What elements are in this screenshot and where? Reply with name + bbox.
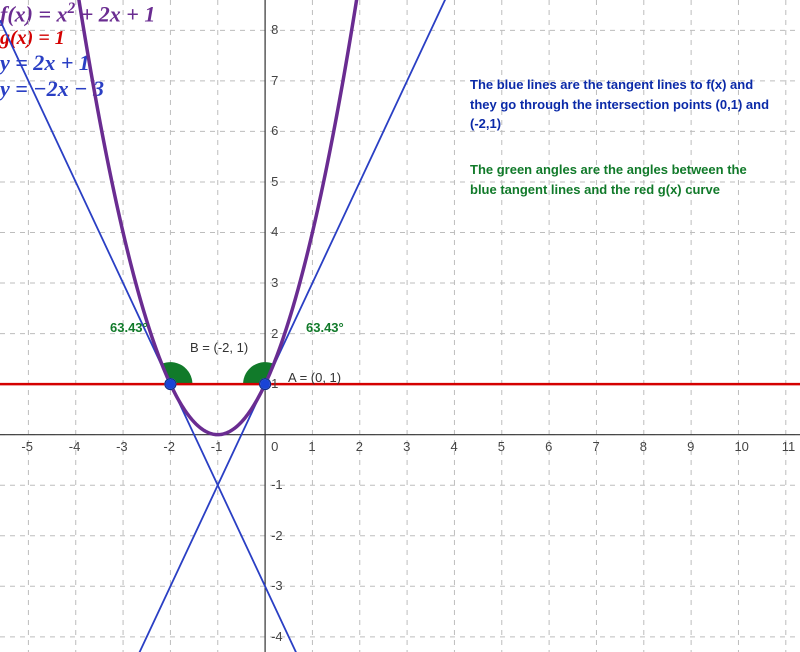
y-tick: -2 xyxy=(271,528,283,543)
y-tick: 1 xyxy=(271,376,278,391)
x-tick: -3 xyxy=(116,439,128,454)
y-tick: 7 xyxy=(271,73,278,88)
x-tick: -4 xyxy=(69,439,81,454)
chart-canvas: f(x) = x2 + 2x + 1 g(x) = 1 y = 2x + 1 y… xyxy=(0,0,800,652)
x-tick: -5 xyxy=(21,439,33,454)
x-tick: 9 xyxy=(687,439,694,454)
angle-A-label: 63.43° xyxy=(306,320,344,335)
y-tick: -4 xyxy=(271,629,283,644)
x-tick: 6 xyxy=(545,439,552,454)
x-tick: 1 xyxy=(308,439,315,454)
x-tick: 7 xyxy=(592,439,599,454)
point-B-label: B = (-2, 1) xyxy=(190,340,248,355)
y-tick: -1 xyxy=(271,477,283,492)
y-tick: 4 xyxy=(271,224,278,239)
x-tick: 10 xyxy=(734,439,748,454)
x-tick: 2 xyxy=(356,439,363,454)
annotation-green: The green angles are the angles between … xyxy=(470,160,770,199)
x-tick: 3 xyxy=(403,439,410,454)
y-tick: 6 xyxy=(271,123,278,138)
y-tick: 3 xyxy=(271,275,278,290)
x-tick: -1 xyxy=(211,439,223,454)
origin-label: 0 xyxy=(271,439,278,454)
x-tick: 11 xyxy=(782,439,796,454)
x-tick: 4 xyxy=(450,439,457,454)
y-tick: 5 xyxy=(271,174,278,189)
annotation-blue: The blue lines are the tangent lines to … xyxy=(470,75,770,134)
x-tick: 5 xyxy=(498,439,505,454)
point-A-label: A = (0, 1) xyxy=(288,370,341,385)
y-tick: 2 xyxy=(271,326,278,341)
x-tick: -2 xyxy=(163,439,175,454)
angle-B-label: 63.43° xyxy=(110,320,148,335)
y-tick: -3 xyxy=(271,578,283,593)
y-tick: 8 xyxy=(271,22,278,37)
x-tick: 8 xyxy=(640,439,647,454)
